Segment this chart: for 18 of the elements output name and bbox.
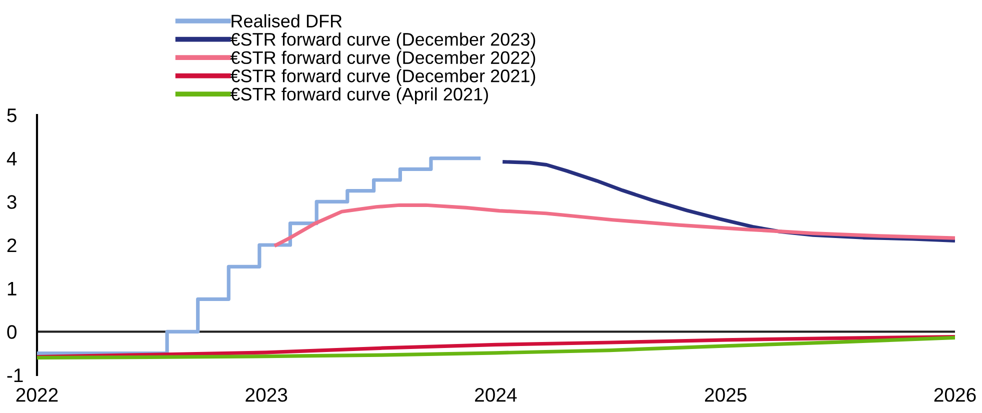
legend-label: €STR forward curve (December 2023): [230, 32, 536, 50]
legend-label: €STR forward curve (December 2021): [230, 69, 536, 86]
y-tick-label: 0: [7, 325, 16, 339]
y-tick-label: 4: [6, 152, 17, 166]
legend-label: Realised DFR: [232, 14, 342, 28]
x-tick-label: 2025: [705, 388, 746, 402]
x-tick-label: 2024: [475, 388, 517, 402]
x-tick-label: 2022: [16, 388, 58, 402]
y-tick-label: 3: [7, 195, 16, 209]
line-series: [272, 203, 955, 248]
y-tick-label: 5: [7, 108, 16, 122]
y-tick-label: -1: [7, 368, 23, 382]
y-tick-label: 2: [7, 238, 16, 252]
y-tick-label: 1: [8, 282, 16, 296]
legend-label: €STR forward curve (April 2021): [230, 87, 488, 104]
legend-label: €STR forward curve (December 2022): [230, 50, 536, 68]
x-tick-label: 2026: [934, 388, 976, 402]
x-tick-label: 2023: [246, 388, 288, 402]
